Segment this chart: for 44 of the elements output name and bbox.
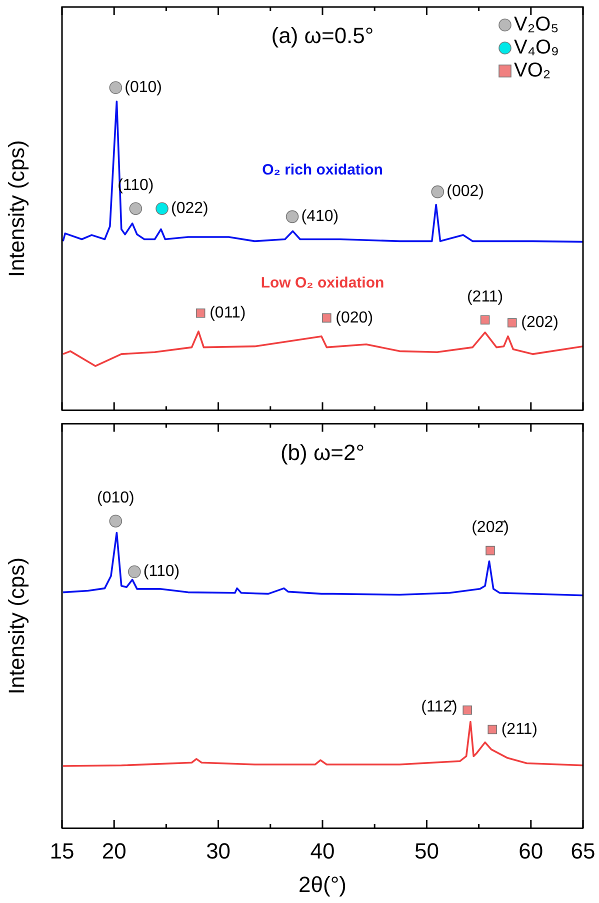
x-axis-title: 2θ(°) <box>298 872 346 897</box>
point <box>109 81 122 94</box>
point <box>129 202 142 215</box>
annotation: (202̄) <box>472 518 509 536</box>
text: (010) <box>96 489 134 506</box>
point <box>322 313 332 323</box>
annotation: (410) <box>301 208 339 226</box>
y-axis-title: Intensity (cps) <box>4 557 30 694</box>
annotation: (020) <box>336 309 374 326</box>
point <box>480 315 490 325</box>
text: O₂ rich oxidation <box>262 161 383 178</box>
x-tick-label: 40 <box>310 838 335 864</box>
annotation: (211) <box>466 288 504 306</box>
x-tick-label: 50 <box>414 838 439 864</box>
annotation: (002) <box>446 183 484 200</box>
annotation: (211) <box>501 720 538 738</box>
point <box>431 185 444 198</box>
annotation: (112̄) <box>421 698 458 716</box>
legend-label: V₂O₅ <box>514 14 559 36</box>
x-tick-label: 15 <box>50 838 74 864</box>
x-tick-label: 30 <box>206 838 231 864</box>
point <box>486 546 495 556</box>
point <box>488 724 497 734</box>
annotation: (022) <box>171 200 208 218</box>
x-tick-label: 20 <box>102 838 126 864</box>
text: Low O₂ oxidation <box>260 274 384 292</box>
legend-label: V₄O₉ <box>514 36 559 59</box>
x-tick-label: 60 <box>518 838 544 864</box>
point <box>196 308 206 318</box>
point <box>109 514 122 528</box>
y-axis-title: Intensity (cps) <box>4 140 30 278</box>
chart-title: (b) ω=2° <box>280 440 365 465</box>
point <box>156 202 168 215</box>
annotation: (011) <box>210 304 246 322</box>
annotation: (010) <box>124 79 162 96</box>
x-tick-label: 65 <box>570 838 596 864</box>
annotation: (202) <box>521 314 559 332</box>
chart-title: (a) ω=0.5° <box>271 23 374 48</box>
legend-label: VO₂ <box>514 60 551 82</box>
point <box>508 318 517 328</box>
annotation: (110) <box>143 563 180 580</box>
point <box>128 565 141 578</box>
point <box>286 210 299 224</box>
point <box>462 706 472 715</box>
